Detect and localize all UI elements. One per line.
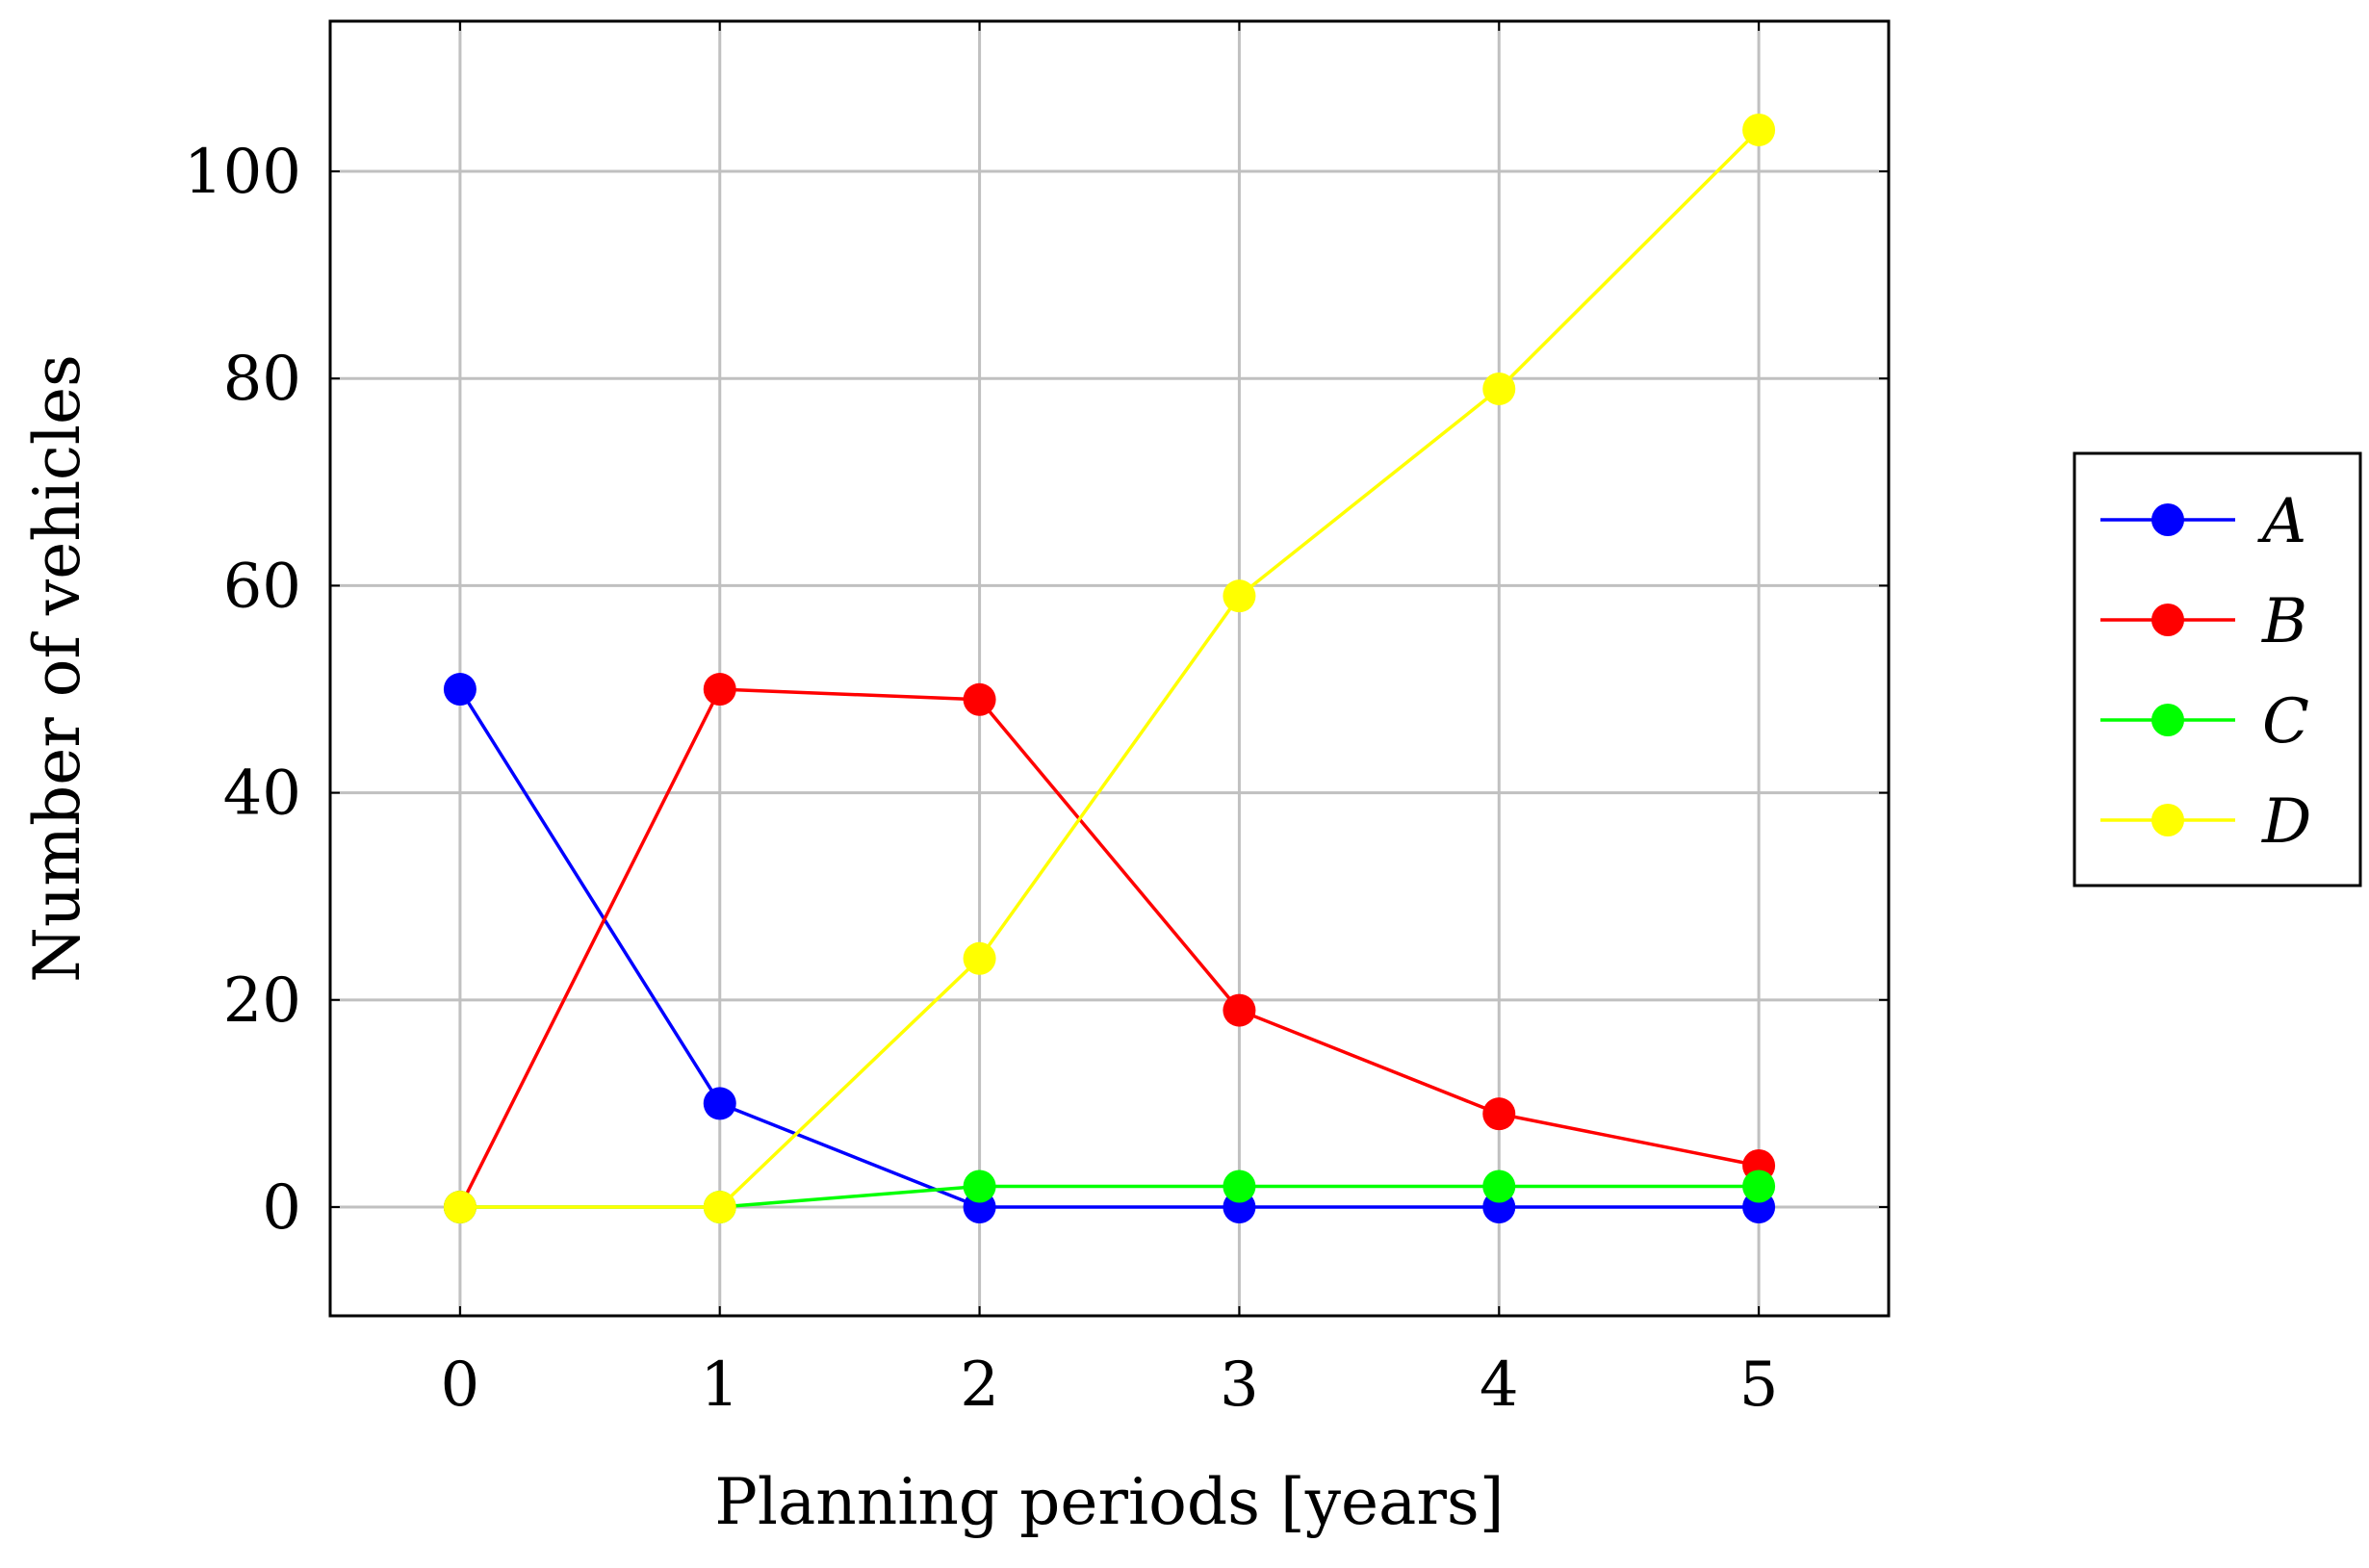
series-c-point <box>1482 1170 1516 1203</box>
series-c <box>443 1170 1776 1224</box>
y-tick-label: 60 <box>223 551 301 622</box>
legend-item-b: B <box>2100 586 2307 657</box>
series-b-point <box>1223 993 1256 1027</box>
x-tick-label: 5 <box>1739 1350 1779 1421</box>
plot-area-frame <box>328 19 1891 1318</box>
legend-box <box>2073 451 2362 887</box>
legend-item-c: C <box>2100 686 2309 758</box>
legend-marker-b <box>2151 604 2184 636</box>
grid <box>330 21 1889 1316</box>
legend-marker-c <box>2151 704 2184 736</box>
series-d-point <box>1223 579 1256 613</box>
legend-item-d: D <box>2100 786 2311 858</box>
x-tick-label: 3 <box>1220 1350 1259 1421</box>
series-c-point <box>1742 1170 1776 1203</box>
x-axis-label: Planning periods [years] <box>714 1465 1504 1539</box>
series-c-point <box>1223 1170 1256 1203</box>
series-b <box>443 673 1776 1224</box>
legend-label-d: D <box>2261 786 2311 858</box>
legend-marker-d <box>2151 804 2184 836</box>
series-d-point <box>703 1191 736 1224</box>
y-axis-label: Number of vehicles <box>20 354 94 983</box>
series-d-point <box>443 1191 476 1224</box>
legend-label-b: B <box>2261 586 2307 657</box>
x-tick-label: 4 <box>1480 1350 1519 1421</box>
series-d-point <box>1482 372 1516 405</box>
y-tick-label: 40 <box>223 758 301 830</box>
axis-ticks: 0 1 2 3 4 5 0 20 40 60 80 100 <box>184 21 1889 1421</box>
x-tick-label: 1 <box>700 1350 739 1421</box>
series-b-point <box>1482 1097 1516 1131</box>
y-tick-label: 0 <box>262 1172 301 1244</box>
x-tick-label: 2 <box>960 1350 999 1421</box>
y-tick-label: 80 <box>223 344 301 415</box>
x-tick-label: 0 <box>441 1350 480 1421</box>
series-d <box>443 113 1776 1224</box>
series-a <box>443 673 1776 1224</box>
legend-label-c: C <box>2262 686 2309 758</box>
y-tick-label: 100 <box>184 137 301 208</box>
series-b-point <box>703 673 736 707</box>
series-c-line <box>459 1184 1760 1209</box>
series-d-point <box>963 941 996 975</box>
y-tick-label: 20 <box>223 965 301 1037</box>
legend-marker-a <box>2151 503 2184 536</box>
series-a-line <box>458 688 1760 1209</box>
series-d-point <box>1742 113 1776 146</box>
legend-label-a: A <box>2257 486 2306 557</box>
series-b-point <box>963 682 996 716</box>
series-lines <box>443 113 1776 1224</box>
legend-item-a: A <box>2100 486 2306 557</box>
series-a-point <box>443 673 476 707</box>
series-d-line <box>459 128 1761 1209</box>
series-a-point <box>703 1087 736 1120</box>
series-c-point <box>963 1170 996 1203</box>
series-b-line <box>458 687 1760 1208</box>
